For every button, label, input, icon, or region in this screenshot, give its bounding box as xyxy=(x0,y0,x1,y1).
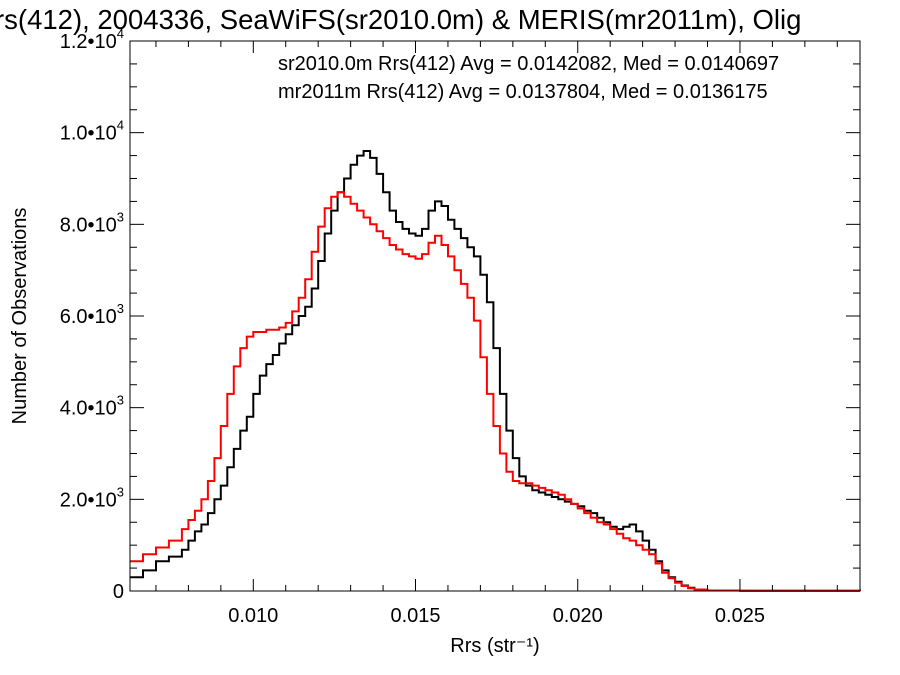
y-tick-label: 1.2•104 xyxy=(60,26,124,53)
y-tick-label: 0 xyxy=(113,581,124,603)
y-tick-label: 6.0•103 xyxy=(60,301,124,328)
x-tick-label: 0.025 xyxy=(715,605,765,627)
y-tick-label: 1.0•104 xyxy=(60,118,124,145)
y-axis: 0 2.0•103 4.0•103 6.0•103 8.0•103 1.0•104 1.2•… xyxy=(60,26,860,603)
x-axis: 0.010 0.015 0.020 0.025 xyxy=(155,41,838,627)
legend-entry-mr2011: mr2011m Rrs(412) Avg = 0.0137804, Med = … xyxy=(278,81,768,103)
legend-entry-sr2010: sr2010.0m Rrs(412) Avg = 0.0142082, Med … xyxy=(278,53,779,75)
x-tick-label: 0.010 xyxy=(228,605,278,627)
x-tick-label: 0.020 xyxy=(553,605,603,627)
x-tick-label: 0.015 xyxy=(390,605,440,627)
plot-area xyxy=(129,40,861,592)
chart-title: rs(412), 2004336, SeaWiFS(sr2010.0m) & M… xyxy=(0,4,801,35)
plot-frame xyxy=(129,40,861,592)
series-line-mr2011 xyxy=(130,191,861,592)
y-tick-label: 2.0•103 xyxy=(60,484,124,511)
y-axis-label: Number of Observations xyxy=(9,208,31,425)
series-line-sr2010 xyxy=(130,150,861,592)
y-tick-label: 8.0•103 xyxy=(60,209,124,236)
y-tick-label: 4.0•103 xyxy=(60,393,124,420)
x-axis-label: Rrs (str⁻¹) xyxy=(450,635,539,657)
